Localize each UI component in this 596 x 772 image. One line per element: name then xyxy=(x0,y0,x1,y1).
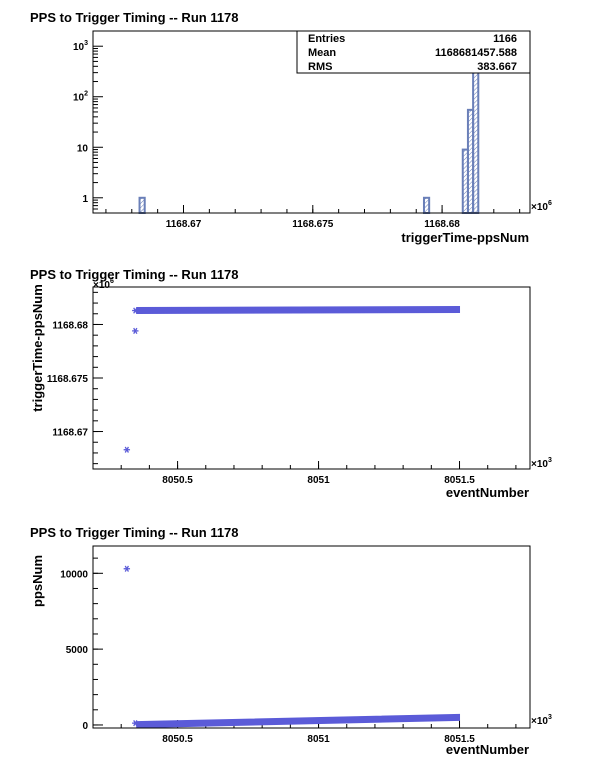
y-tick-label: 10 xyxy=(77,143,89,154)
y-tick-label: 1168.68 xyxy=(52,320,88,331)
stats-entries-label: Entries xyxy=(308,33,345,45)
stats-mean-value: 1168681457.588 xyxy=(435,47,517,59)
x-tick-label: 8051 xyxy=(307,734,330,745)
x-multiplier: ×103 xyxy=(531,714,552,727)
data-point-band xyxy=(136,713,461,729)
y-tick-label: 1 xyxy=(82,194,88,205)
x-tick-label: 8051.5 xyxy=(444,734,475,745)
chart-title: PPS to Trigger Timing -- Run 1178 xyxy=(30,267,239,282)
y-axis-label: ppsNum xyxy=(30,555,45,607)
histogram-chart: PPS to Trigger Timing -- Run 1178 trigge… xyxy=(30,10,552,245)
stats-mean-label: Mean xyxy=(308,47,336,59)
stats-rms-value: 383.667 xyxy=(477,61,517,73)
x-multiplier: ×103 xyxy=(531,457,552,470)
x-axis-label: eventNumber xyxy=(446,485,529,500)
y-tick-label: 0 xyxy=(82,721,88,732)
x-tick-label: 1168.68 xyxy=(424,219,460,230)
x-axis-label: eventNumber xyxy=(446,742,529,757)
y-tick-label: 1168.67 xyxy=(52,428,88,439)
plot-frame xyxy=(92,286,531,470)
x-tick-label: 8051 xyxy=(307,475,330,486)
stats-box: Entries 1166 Mean 1168681457.588 RMS 383… xyxy=(296,30,531,74)
trigger-scatter-panel: PPS to Trigger Timing -- Run 1178 trigge… xyxy=(0,258,596,516)
data-point xyxy=(132,307,139,314)
data-point xyxy=(123,446,131,453)
x-tick-label: 8050.5 xyxy=(162,734,193,745)
y-tick-label: 10000 xyxy=(60,569,88,580)
x-tick-label: 8051.5 xyxy=(444,475,475,486)
pps-scatter-panel: PPS to Trigger Timing -- Run 1178 ppsNum… xyxy=(0,516,596,772)
chart-title: PPS to Trigger Timing -- Run 1178 xyxy=(30,525,239,540)
data-point xyxy=(132,327,139,334)
x-tick-label: 1168.675 xyxy=(292,219,334,230)
pps-scatter-chart: PPS to Trigger Timing -- Run 1178 ppsNum… xyxy=(30,525,552,757)
y-axis-label: triggerTime-ppsNum xyxy=(30,284,45,412)
plot-frame xyxy=(92,545,531,729)
trigger-scatter-chart: PPS to Trigger Timing -- Run 1178 trigge… xyxy=(30,267,552,500)
y-tick-label: 1168.675 xyxy=(47,374,89,385)
x-tick-label: 1168.67 xyxy=(166,219,202,230)
data-point xyxy=(123,565,131,572)
data-point-band xyxy=(136,305,461,315)
histogram-bar xyxy=(138,196,146,214)
stats-entries-value: 1166 xyxy=(493,33,517,45)
histogram-panel: PPS to Trigger Timing -- Run 1178 trigge… xyxy=(0,0,596,258)
histogram-bar xyxy=(422,196,431,214)
x-axis-label: triggerTime-ppsNum xyxy=(401,230,529,245)
chart-title: PPS to Trigger Timing -- Run 1178 xyxy=(30,10,239,25)
x-multiplier: ×106 xyxy=(531,200,552,213)
x-tick-label: 8050.5 xyxy=(162,475,193,486)
y-multiplier: ×106 xyxy=(93,278,114,291)
y-tick-label: 102 xyxy=(73,91,88,104)
data-point xyxy=(132,720,139,727)
stats-rms-label: RMS xyxy=(308,61,332,73)
y-tick-label: 5000 xyxy=(66,645,89,656)
y-tick-label: 103 xyxy=(73,40,88,53)
